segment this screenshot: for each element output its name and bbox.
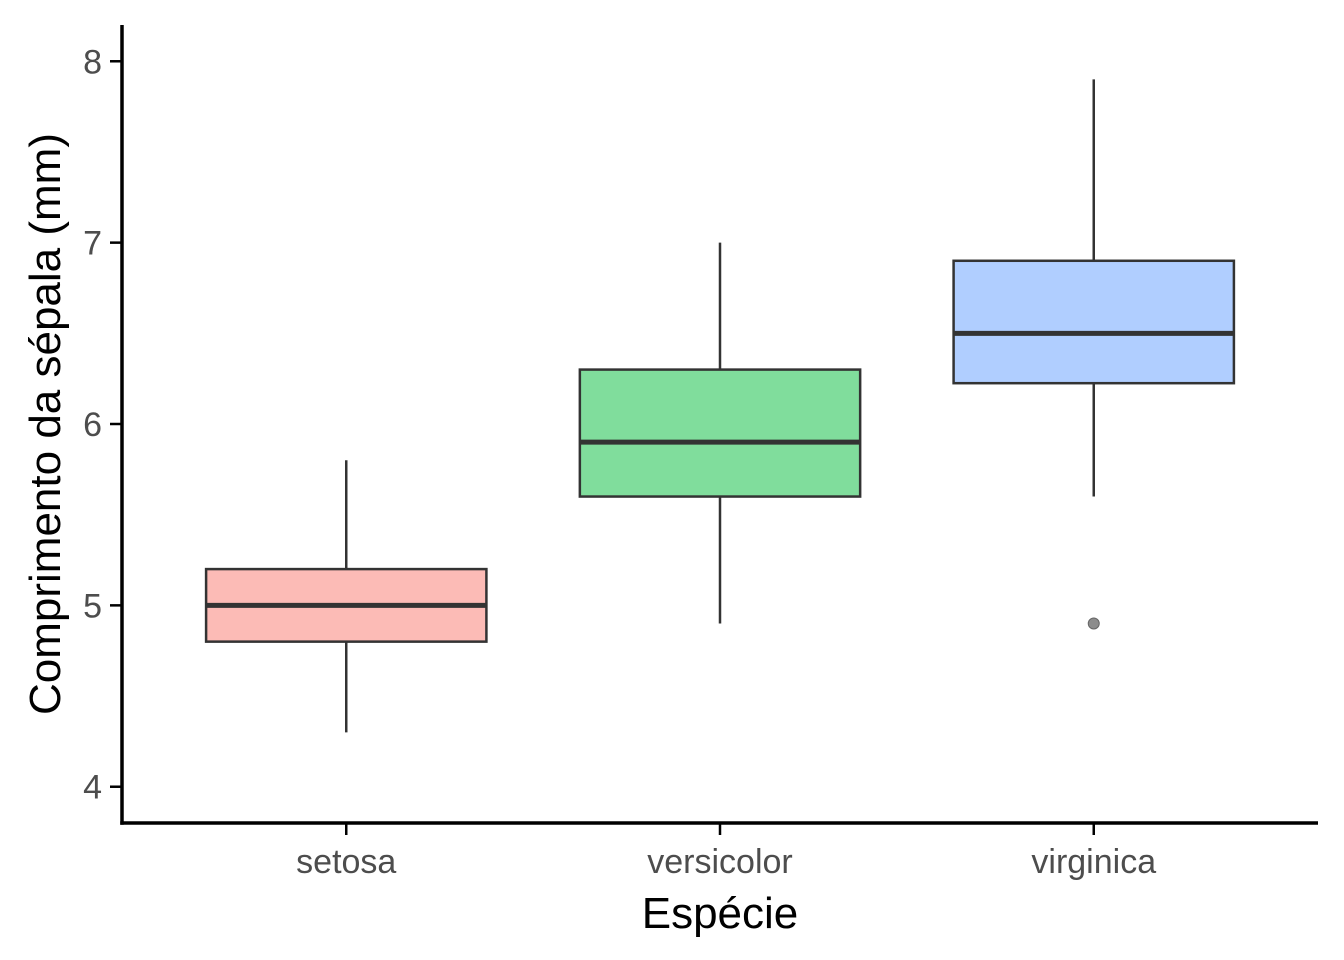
iqr-box [578,368,862,498]
x-axis-title: Espécie [642,889,799,938]
x-tick-label: versicolor [647,843,792,881]
box-setosa [204,460,488,733]
y-tick-label: 5 [83,587,102,625]
x-axis-ticks: setosa versicolor virginica [296,823,1156,881]
outlier-point [1087,617,1100,630]
boxplot-series [204,79,1236,733]
x-tick-label: virginica [1031,843,1156,881]
x-tick-label: setosa [296,843,396,881]
y-tick-label: 7 [83,225,102,263]
box-virginica [952,79,1236,630]
y-axis-title: Comprimento da sépala (mm) [21,133,70,715]
box-versicolor [578,242,862,624]
y-tick-label: 4 [83,769,102,807]
iqr-box [952,259,1236,385]
y-axis-ticks: 4 5 6 7 8 [83,43,122,807]
y-tick-label: 8 [83,43,102,81]
y-tick-label: 6 [83,406,102,444]
